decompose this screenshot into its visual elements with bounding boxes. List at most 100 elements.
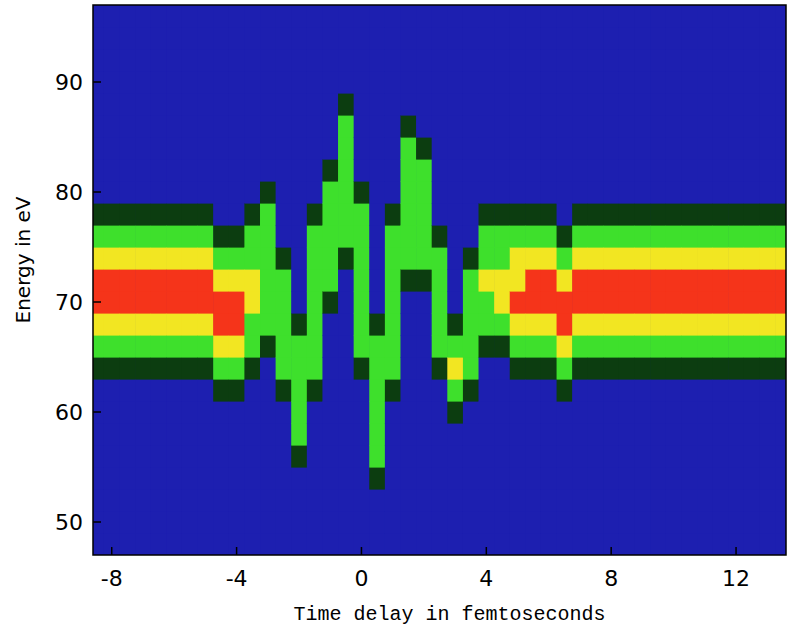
heat-cell <box>744 71 760 94</box>
heat-cell <box>93 445 105 468</box>
heat-cell <box>244 445 260 468</box>
heat-cell <box>244 71 260 94</box>
heat-cell <box>213 115 229 138</box>
heat-cell <box>198 291 214 314</box>
heat-cell <box>697 357 713 380</box>
heat-cell <box>541 379 557 402</box>
heat-cell <box>697 203 713 226</box>
heat-cell <box>135 93 151 116</box>
heat-cell <box>322 181 338 204</box>
heat-cell <box>713 445 729 468</box>
heat-cell <box>619 379 635 402</box>
heat-cell <box>104 27 120 50</box>
heat-cell <box>650 247 666 270</box>
heat-cell <box>635 203 651 226</box>
heat-cell <box>728 181 744 204</box>
heat-cell <box>120 269 136 292</box>
heat-cell <box>635 379 651 402</box>
heat-cell <box>291 533 307 555</box>
heat-cell <box>244 335 260 358</box>
heat-cell <box>697 335 713 358</box>
heat-cell <box>650 71 666 94</box>
heat-cell <box>244 115 260 138</box>
heat-cell <box>681 379 697 402</box>
heat-cell <box>307 313 323 336</box>
heat-cell <box>541 291 557 314</box>
heat-cell <box>744 423 760 446</box>
heat-cell <box>229 247 245 270</box>
heat-cell <box>244 269 260 292</box>
heat-cell <box>713 225 729 248</box>
heat-cell <box>120 511 136 534</box>
heat-cell <box>728 137 744 160</box>
heat-cell <box>213 335 229 358</box>
heat-cell <box>151 467 167 490</box>
heat-cell <box>322 225 338 248</box>
heat-cell <box>276 27 292 50</box>
heat-cell <box>697 291 713 314</box>
heat-cell <box>650 225 666 248</box>
heat-cell <box>291 5 307 28</box>
heat-cell <box>603 269 619 292</box>
heat-cell <box>744 313 760 336</box>
heat-cell <box>432 115 448 138</box>
heat-cell <box>697 27 713 50</box>
heat-cell <box>510 313 526 336</box>
heat-cell <box>744 203 760 226</box>
heat-cell <box>291 27 307 50</box>
heat-cell <box>276 357 292 380</box>
heat-cell <box>463 159 479 182</box>
heat-cell <box>588 423 604 446</box>
heat-cell <box>260 115 276 138</box>
heat-cell <box>213 511 229 534</box>
heat-cell <box>369 247 385 270</box>
heat-cell <box>338 379 354 402</box>
heat-cell <box>151 379 167 402</box>
heat-cell <box>572 49 588 72</box>
heat-cell <box>307 401 323 424</box>
heat-cell <box>666 533 682 555</box>
heat-cell <box>728 93 744 116</box>
x-tick <box>735 547 737 555</box>
heat-cell <box>385 93 401 116</box>
heat-cell <box>541 49 557 72</box>
heat-cell <box>229 423 245 446</box>
heat-cell <box>572 181 588 204</box>
heat-cell <box>276 445 292 468</box>
heat-cell <box>447 269 463 292</box>
x-tick <box>111 547 113 555</box>
heat-cell <box>291 203 307 226</box>
heat-cell <box>479 335 495 358</box>
heat-cell <box>494 511 510 534</box>
heat-cell <box>525 335 541 358</box>
heat-cell <box>494 115 510 138</box>
heat-cell <box>135 313 151 336</box>
heat-cell <box>775 93 786 116</box>
heat-cell <box>198 401 214 424</box>
heat-cell <box>650 445 666 468</box>
heat-cell <box>572 291 588 314</box>
heat-cell <box>759 49 775 72</box>
heat-cell <box>229 159 245 182</box>
heat-cell <box>182 93 198 116</box>
heat-cell <box>759 335 775 358</box>
heat-cell <box>479 181 495 204</box>
heat-cell <box>354 445 370 468</box>
heat-cell <box>557 203 573 226</box>
heat-cell <box>322 137 338 160</box>
heat-cell <box>198 71 214 94</box>
heat-cell <box>151 203 167 226</box>
heat-cell <box>416 511 432 534</box>
heat-cell <box>182 115 198 138</box>
heat-cell <box>338 27 354 50</box>
heat-cell <box>104 115 120 138</box>
heat-cell <box>400 335 416 358</box>
heat-cell <box>541 137 557 160</box>
heat-cell <box>666 203 682 226</box>
heat-cell <box>463 5 479 28</box>
heat-cell <box>759 71 775 94</box>
heat-cell <box>697 5 713 28</box>
heat-cell <box>93 379 105 402</box>
heat-cell <box>525 313 541 336</box>
heat-cell <box>713 71 729 94</box>
